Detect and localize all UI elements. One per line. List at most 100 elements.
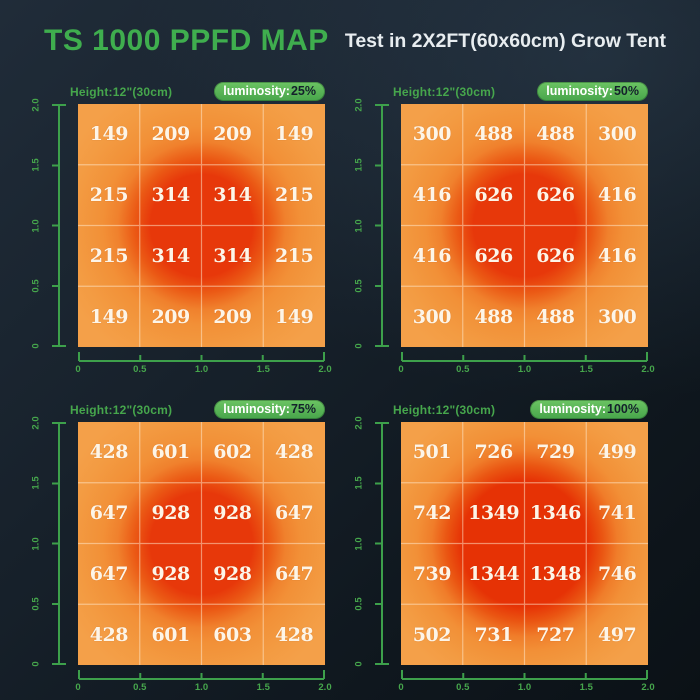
heatmap-cell: 149 [89, 123, 129, 146]
heatmap-cell: 314 [213, 244, 252, 267]
x-tick-label: 2.0 [318, 682, 332, 693]
heatmap-cell: 601 [151, 623, 191, 646]
luminosity-label: luminosity: [223, 402, 290, 417]
luminosity-badge: luminosity: 50% [537, 82, 648, 101]
panel-header: Height:12"(30cm) luminosity: 50% [353, 81, 648, 102]
heatmap-cell: 215 [275, 244, 314, 267]
y-tick-label: 0.5 [30, 597, 42, 611]
x-tick-label: 2.0 [641, 682, 655, 693]
heatmap-cell: 741 [598, 502, 637, 525]
heatmap-cell: 731 [474, 623, 514, 646]
heatmap-cell: 215 [275, 184, 314, 207]
heatmap-cell: 647 [275, 562, 314, 585]
heatmap-cell: 428 [275, 623, 314, 646]
y-tick-label: 1.0 [30, 536, 42, 551]
heatmap-cell: 1344 [468, 562, 520, 585]
heatmap-cell: 928 [151, 502, 191, 525]
height-label: Height:12"(30cm) [70, 402, 173, 417]
x-axis-line [401, 670, 648, 680]
heatmap-cell: 647 [89, 562, 129, 585]
y-tick-label: 0 [30, 343, 42, 349]
heatmap-cell: 647 [89, 502, 129, 525]
y-axis [375, 104, 389, 347]
heatmap-cell: 626 [474, 184, 514, 207]
heatmap-cell: 416 [598, 244, 637, 267]
heatmap: 428 601 602 428 647 928 928 647 647 928 928 647 428 6… [78, 422, 325, 665]
y-tick-label: 1.0 [353, 536, 365, 551]
heatmap-cell: 314 [213, 184, 252, 207]
heatmap-cell: 416 [412, 244, 452, 267]
plot-area: 2.0 1.5 1.0 0.5 0 300 488 488 300 416 626 626 416 41… [354, 98, 648, 349]
x-axis: 0 0.5 1.0 1.5 2.0 [75, 347, 332, 382]
luminosity-value: 25% [290, 84, 316, 99]
heatmap-cell: 215 [89, 184, 129, 207]
heatmap-cell: 601 [151, 441, 191, 464]
x-tick-label: 1.5 [256, 682, 270, 693]
y-tick-label: 0.5 [30, 279, 42, 293]
y-tick-labels: 2.0 1.5 1.0 0.5 0 [353, 98, 366, 348]
heatmap-cell: 602 [213, 441, 252, 464]
heatmap-cell: 149 [275, 305, 314, 328]
heatmap-cell: 1349 [468, 502, 520, 525]
x-tick-label: 1.5 [579, 364, 593, 375]
plot-area: 2.0 1.5 1.0 0.5 0 149 209 209 149 215 314 314 215 21… [31, 98, 325, 349]
page-subtitle: Test in 2X2FT(60x60cm) Grow Tent [344, 29, 666, 52]
x-axis-line [78, 670, 325, 680]
plot-area: 2.0 1.5 1.0 0.5 0 428 601 602 428 647 928 928 647 64… [31, 416, 325, 667]
y-tick-label: 2.0 [353, 416, 365, 430]
heatmap: 300 488 488 300 416 626 626 416 416 626 626 416 300 4… [401, 104, 648, 347]
x-tick-label: 0 [398, 364, 404, 375]
luminosity-badge: luminosity: 25% [214, 82, 325, 101]
plot-area: 2.0 1.5 1.0 0.5 0 501 726 729 499 742 1349 1346 741… [354, 416, 648, 667]
x-tick-label: 1.0 [517, 682, 532, 693]
x-tick-label: 2.0 [641, 364, 655, 375]
panel: Height:12"(30cm) luminosity: 75% 2.0 1.5 1.… [30, 399, 332, 700]
heatmap-cell: 499 [598, 441, 637, 464]
heatmap-cell: 428 [89, 623, 129, 646]
y-axis [52, 104, 66, 347]
heatmap-cell: 1348 [529, 562, 581, 585]
heatmap-cell: 215 [89, 244, 129, 267]
panel: Height:12"(30cm) luminosity: 50% 2.0 1.5 1.… [353, 81, 655, 382]
heatmap-cell: 209 [213, 305, 252, 328]
x-axis: 0 0.5 1.0 1.5 2.0 [398, 347, 655, 382]
panel: Height:12"(30cm) luminosity: 25% 2.0 1.5 1.… [30, 81, 332, 382]
luminosity-badge: luminosity: 100% [530, 400, 648, 419]
y-tick-label: 1.5 [353, 476, 365, 490]
heatmap-cell: 416 [598, 184, 637, 207]
heatmap-cell: 300 [598, 305, 637, 328]
x-tick-label: 1.0 [194, 682, 209, 693]
heatmap-cell: 428 [89, 441, 129, 464]
luminosity-badge: luminosity: 75% [214, 400, 325, 419]
heatmap: 501 726 729 499 742 1349 1346 741 739 1344 1348 746… [401, 422, 648, 665]
x-tick-label: 1.0 [194, 364, 209, 375]
x-axis-line [78, 352, 325, 362]
heatmap-cell: 314 [151, 184, 191, 207]
heatmap-cell: 647 [275, 502, 314, 525]
height-label: Height:12"(30cm) [393, 84, 496, 99]
y-tick-labels: 2.0 1.5 1.0 0.5 0 [30, 416, 43, 666]
heatmap-cell: 428 [275, 441, 314, 464]
y-tick-label: 0 [353, 661, 365, 667]
x-axis-line [401, 352, 648, 362]
heatmap-cell: 928 [151, 562, 191, 585]
page-header: TS 1000 PPFD MAP Test in 2X2FT(60x60cm) … [0, 0, 700, 58]
x-tick-label: 1.0 [517, 364, 532, 375]
heatmap-cell: 497 [598, 623, 637, 646]
heatmap-cell: 488 [536, 123, 575, 146]
x-axis: 0 0.5 1.0 1.5 2.0 [398, 665, 655, 700]
x-tick-label: 1.5 [579, 682, 593, 693]
x-tick-label: 2.0 [318, 364, 332, 375]
luminosity-value: 50% [613, 84, 639, 99]
y-tick-labels: 2.0 1.5 1.0 0.5 0 [353, 416, 366, 667]
x-axis: 0 0.5 1.0 1.5 2.0 [75, 665, 332, 700]
y-tick-label: 1.0 [30, 218, 42, 233]
x-tick-label: 0 [75, 364, 81, 375]
heatmap-cell: 502 [412, 623, 452, 646]
y-tick-label: 0.5 [353, 279, 365, 293]
heatmap-cell: 488 [536, 305, 575, 328]
y-tick-label: 1.5 [30, 476, 42, 490]
x-tick-label: 0.5 [456, 364, 470, 375]
heatmap-cell: 928 [213, 562, 252, 585]
x-tick-label: 0.5 [133, 364, 147, 375]
